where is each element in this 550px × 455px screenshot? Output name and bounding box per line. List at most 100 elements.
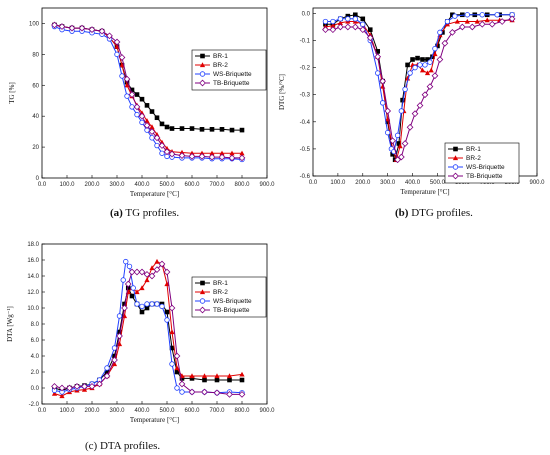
data-point	[149, 124, 155, 130]
data-point	[123, 75, 131, 83]
data-point	[113, 38, 121, 46]
x-tick-label: 900.0	[259, 408, 275, 414]
data-point	[154, 258, 160, 264]
caption-label: (a)	[110, 207, 123, 219]
data-point	[488, 20, 496, 28]
data-point	[148, 128, 156, 136]
chart-panel-2: 0.0100.0200.0300.0400.0500.0600.0700.080…	[278, 7, 545, 219]
x-tick-label: 500.0	[430, 180, 446, 186]
x-tick-label: 400.0	[134, 408, 150, 414]
data-point	[375, 70, 381, 76]
x-tick-label: 900.0	[259, 182, 275, 188]
data-point	[353, 12, 358, 18]
data-point	[424, 70, 431, 76]
data-point	[78, 24, 86, 32]
data-point	[444, 18, 451, 25]
series-tb-briquette	[322, 15, 516, 164]
y-tick-label: 12.0	[27, 290, 39, 296]
data-point	[214, 373, 220, 379]
x-tick-label: 800.0	[234, 182, 250, 188]
data-point	[114, 51, 120, 58]
data-point	[323, 21, 328, 27]
figure-caption: (a) TG profiles.	[110, 207, 179, 219]
data-point	[154, 115, 160, 121]
data-point	[345, 13, 351, 19]
data-point	[198, 152, 206, 160]
data-point	[352, 16, 359, 22]
data-point	[96, 380, 103, 388]
data-point	[143, 122, 151, 129]
x-tick-label: 800.0	[234, 408, 250, 414]
data-point	[134, 111, 140, 118]
y-tick-label: -0.4	[300, 120, 311, 126]
data-point	[367, 27, 373, 32]
data-point	[189, 376, 195, 381]
data-point	[479, 12, 485, 18]
data-point	[428, 67, 434, 73]
data-point	[351, 23, 359, 31]
y-tick-label: 14.0	[27, 274, 39, 280]
data-point	[124, 82, 130, 88]
data-point	[154, 301, 160, 307]
data-point	[169, 361, 175, 367]
data-point	[128, 91, 136, 98]
data-point	[104, 369, 110, 375]
data-point	[432, 45, 438, 52]
data-point	[379, 100, 386, 106]
legend-swatch-marker	[453, 146, 458, 152]
data-point	[116, 313, 123, 319]
legend-swatch-marker	[200, 53, 205, 59]
data-point	[494, 12, 500, 18]
y-tick-label: 6.0	[31, 338, 40, 344]
x-tick-label: 300.0	[380, 180, 396, 186]
data-point	[169, 329, 175, 335]
y-tick-label: 20	[32, 145, 39, 151]
y-tick-label: -0.2	[300, 66, 311, 72]
data-point	[412, 64, 418, 71]
data-point	[104, 365, 110, 371]
x-tick-label: 200.0	[84, 182, 100, 188]
data-point	[139, 303, 145, 310]
legend-entry-label: BR-2	[213, 62, 228, 69]
x-tick-label: 600.0	[184, 408, 200, 414]
data-point	[397, 143, 403, 149]
data-point	[406, 123, 414, 131]
data-point	[88, 383, 96, 390]
data-point	[218, 153, 226, 161]
data-point	[164, 309, 170, 315]
data-point	[129, 104, 135, 110]
legend-swatch-marker	[199, 298, 206, 304]
data-point	[405, 62, 410, 68]
legend-entry-label: BR-1	[213, 53, 228, 60]
data-point	[239, 377, 245, 383]
x-tick-label: 0.0	[38, 182, 47, 188]
legend-swatch-marker	[452, 155, 459, 161]
data-point	[124, 93, 130, 99]
x-tick-label: 400.0	[405, 180, 421, 186]
legend-entry-label: WS-Briquette	[213, 298, 252, 305]
data-point	[239, 127, 245, 133]
data-point	[344, 23, 352, 31]
data-point	[454, 18, 460, 24]
data-point	[188, 388, 196, 396]
data-point	[452, 13, 458, 19]
data-point	[149, 265, 155, 271]
data-point	[153, 266, 161, 273]
legend-swatch-marker	[452, 164, 459, 170]
data-point	[337, 20, 343, 26]
caption-label: (b)	[395, 207, 409, 219]
data-point	[144, 277, 150, 283]
data-point	[139, 285, 145, 291]
x-axis-label: Temperature [°C]	[400, 188, 449, 196]
data-point	[375, 49, 381, 54]
data-point	[201, 373, 208, 379]
legend-swatch-marker	[200, 280, 205, 286]
data-point	[125, 285, 131, 291]
y-tick-label: 60	[32, 83, 39, 89]
data-point	[460, 12, 465, 18]
legend-swatch-marker	[452, 172, 459, 180]
data-point	[396, 141, 402, 146]
data-point	[437, 29, 443, 36]
data-point	[329, 26, 337, 34]
legend-swatch-marker	[199, 79, 206, 87]
